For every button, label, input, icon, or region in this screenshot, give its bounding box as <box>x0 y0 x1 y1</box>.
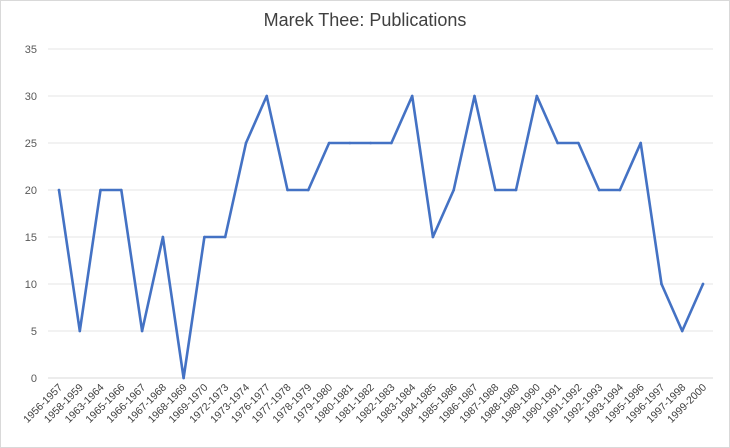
data-point <box>493 188 497 192</box>
data-point <box>244 141 248 145</box>
data-point <box>78 329 82 333</box>
y-tick-label: 30 <box>25 91 37 103</box>
series <box>57 94 705 380</box>
data-point <box>182 376 185 380</box>
y-tick-label: 0 <box>31 373 37 385</box>
data-point <box>140 329 144 333</box>
data-point <box>701 282 705 286</box>
chart-title: Marek Thee: Publications <box>263 10 467 30</box>
data-point <box>120 188 123 192</box>
data-point <box>597 188 601 192</box>
data-point <box>431 235 435 239</box>
y-axis-ticks: 0 5 10 15 20 25 30 35 <box>25 44 37 385</box>
gridlines <box>48 48 713 379</box>
data-point <box>514 188 518 192</box>
data-point <box>660 282 663 286</box>
data-point <box>99 188 102 192</box>
data-point <box>639 141 642 145</box>
data-point <box>306 188 310 192</box>
data-point <box>577 141 580 145</box>
y-tick-label: 10 <box>25 279 37 291</box>
y-tick-label: 25 <box>25 138 37 150</box>
y-tick-label: 35 <box>25 44 37 56</box>
data-point <box>265 94 269 98</box>
data-point <box>161 235 165 239</box>
data-point <box>680 329 684 333</box>
x-axis-ticks: 1956-19571958-19591963-19641965-19661966… <box>21 382 709 426</box>
series-line <box>57 94 705 380</box>
data-point <box>286 188 289 192</box>
data-point <box>327 141 331 145</box>
data-point <box>473 94 476 98</box>
data-point <box>203 235 206 239</box>
data-point <box>452 188 456 192</box>
y-tick-label: 5 <box>31 326 37 338</box>
data-point <box>390 141 393 145</box>
data-point <box>410 94 414 98</box>
data-point <box>57 188 61 192</box>
y-tick-label: 15 <box>25 232 37 244</box>
data-point <box>348 141 352 145</box>
data-point <box>556 141 559 145</box>
data-point <box>618 188 622 192</box>
data-point <box>223 235 227 239</box>
data-point <box>369 141 372 145</box>
data-point <box>535 94 539 98</box>
y-tick-label: 20 <box>25 185 37 197</box>
